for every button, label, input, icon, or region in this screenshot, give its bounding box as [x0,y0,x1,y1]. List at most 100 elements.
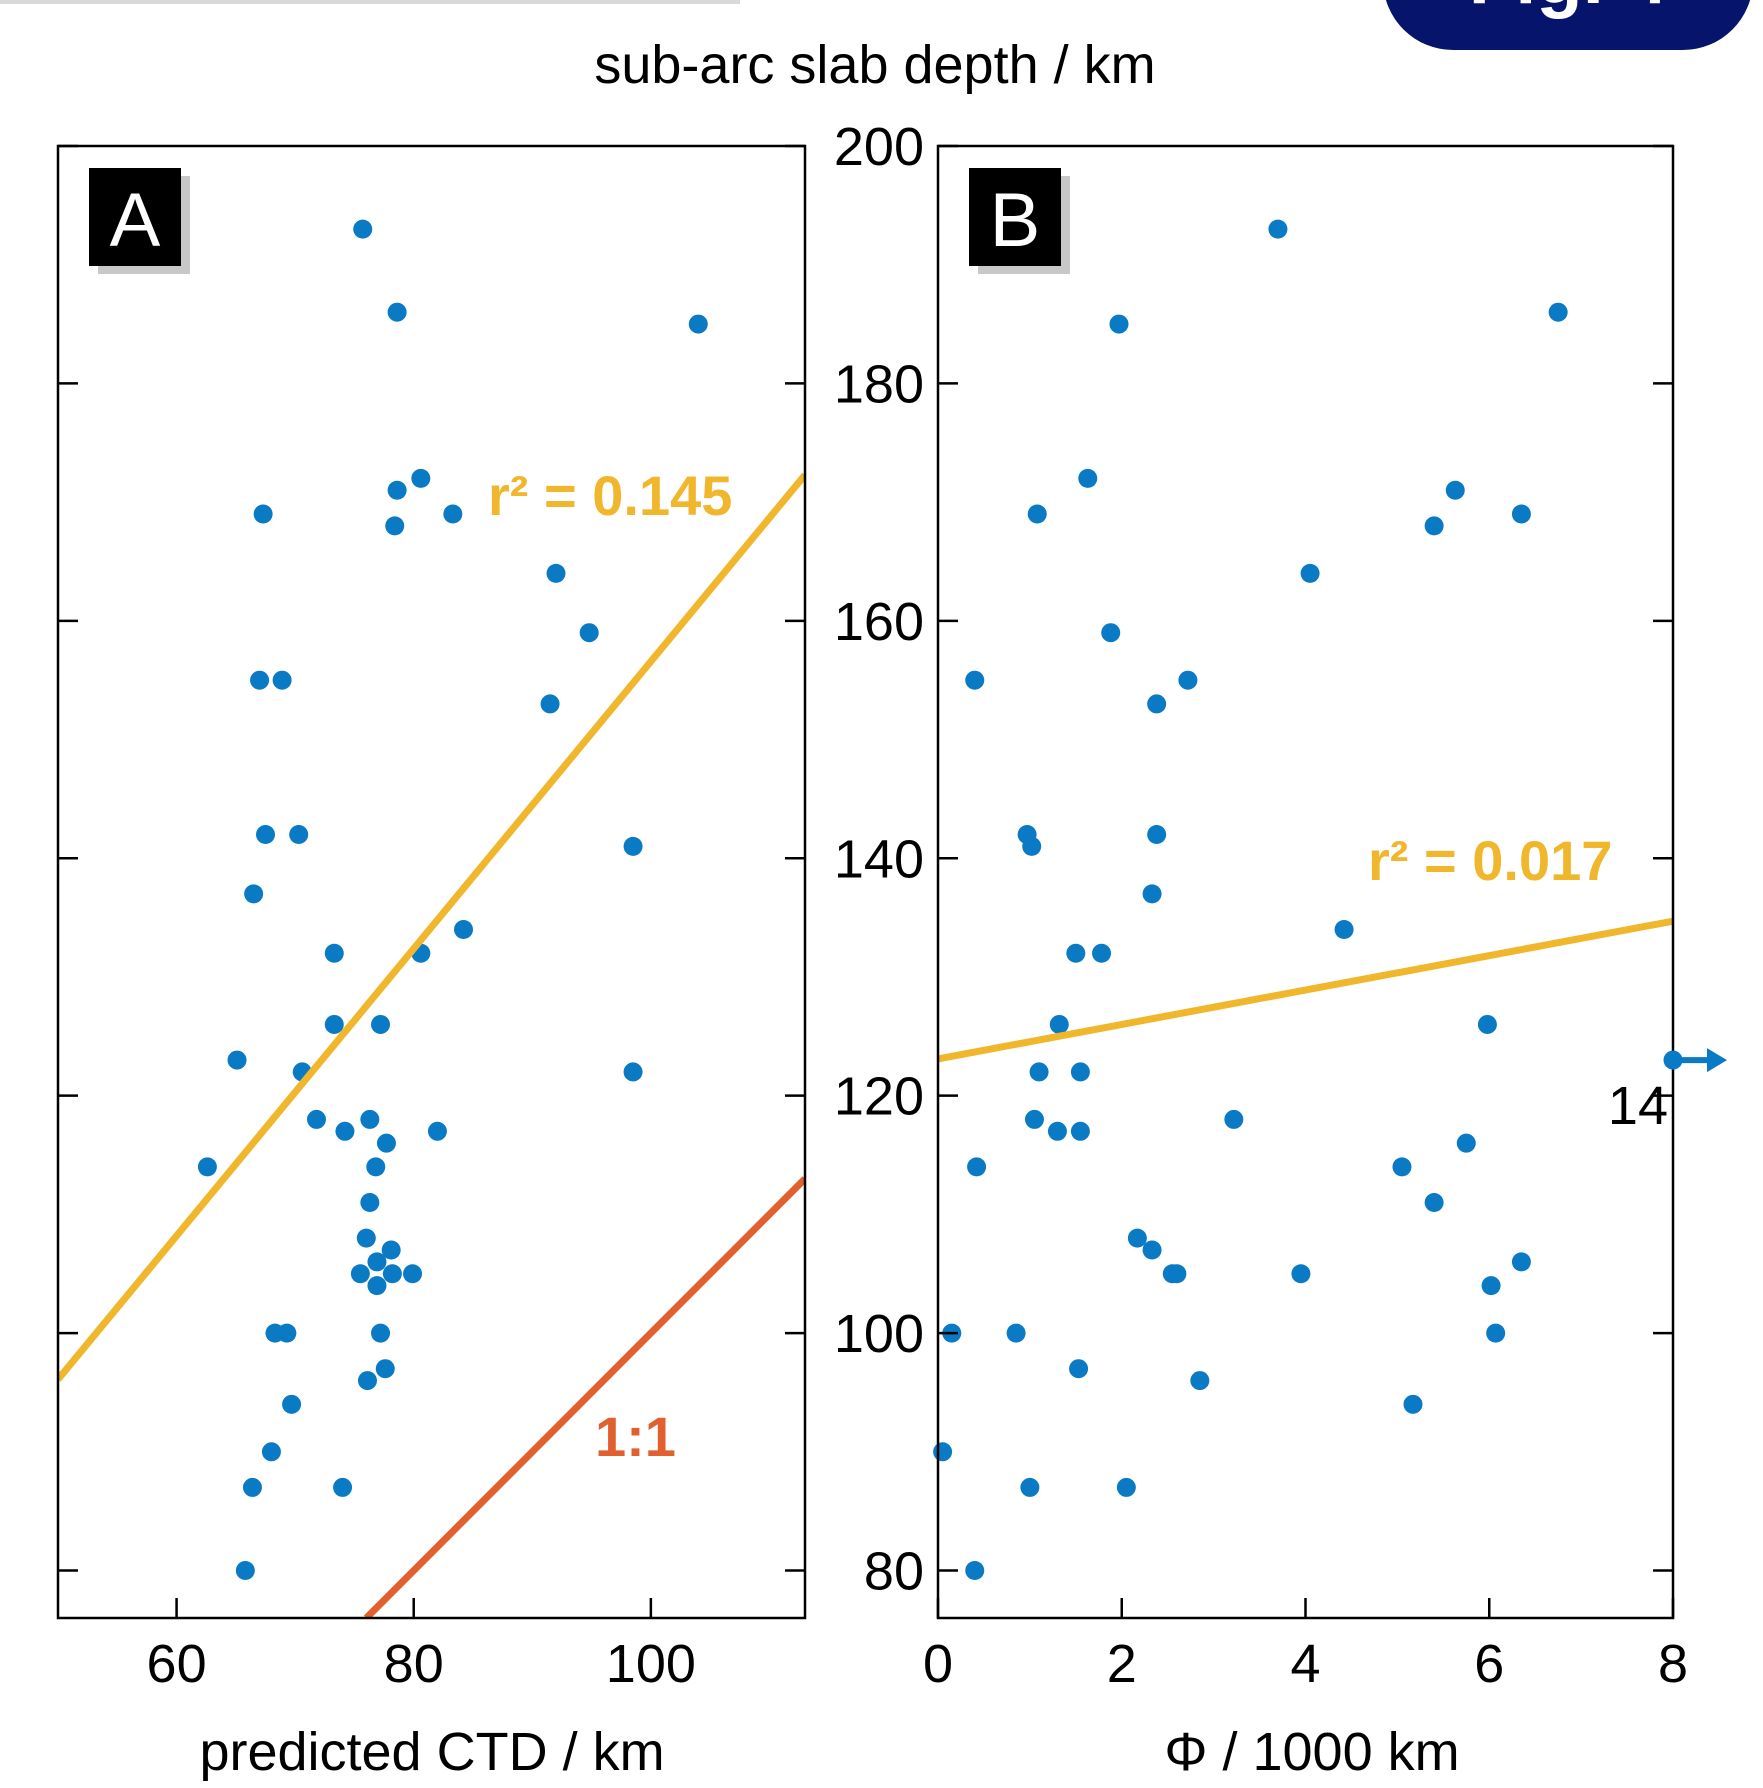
panel-a-x-tick-100: 100 [606,1634,696,1694]
shared-axis-title: sub-arc slab depth / km [594,35,1155,95]
panel-a-fit-line [58,472,805,1382]
panel-b-point-8 [1300,563,1320,583]
panel-a-point-47 [242,1477,262,1497]
panel-a-point-44 [375,1359,395,1379]
panel-b-point-23 [1070,1062,1090,1082]
panel-b-point-26 [1047,1121,1067,1141]
figure-badge: Fig. 4 [1383,0,1753,50]
panel-b-x-tick-8: 8 [1658,1634,1688,1694]
panel-a-point-37 [382,1264,402,1284]
panel-a-point-8 [546,563,566,583]
panel-a-points [197,219,708,1581]
panel-b-point-29 [967,1157,987,1177]
panel-b-point-22 [1029,1062,1049,1082]
panel-b-lines [938,917,1673,1063]
panel-b-x-tick-4: 4 [1290,1634,1320,1694]
panel-b-point-3 [1078,468,1098,488]
panel-a-one-to-one-line [363,1176,805,1618]
panel-a-fit-label: r² = 0.145 [488,464,732,527]
panel-b-point-24 [1024,1109,1044,1129]
panel-a-point-2 [688,314,708,334]
panel-a-point-49 [235,1561,255,1581]
panel-b-point-6 [1511,504,1531,524]
panel-a-lines [58,472,805,1618]
panel-a-one-to-one-label: 1:1 [595,1405,676,1468]
panel-b-point-0 [1268,219,1288,239]
panel-a-point-10 [250,670,270,690]
panel-a-point-39 [367,1276,387,1296]
panel-b-point-43 [1190,1371,1210,1391]
panel-b-point-31 [1424,1193,1444,1213]
panel-b-fit-line [938,917,1673,1063]
panel-b-point-33 [1142,1240,1162,1260]
panel-a-point-26 [360,1109,380,1129]
panel-a-point-20 [324,1014,344,1034]
panel-a-point-5 [253,504,273,524]
panel-b-point-41 [1486,1323,1506,1343]
panel-a-letter: A [110,178,161,263]
panel-b-point-12 [1147,694,1167,714]
panel-a-point-4 [411,468,431,488]
panel-b-point-48 [965,1561,985,1581]
y-tick-200: 200 [834,117,924,177]
panel-a: 60 80 100 A r² = 0.145 1:1 predicted CTD /… [56,144,807,1782]
panel-b-point-40 [1006,1323,1026,1343]
panel-b-point-10 [965,670,985,690]
panel-a-point-6 [443,504,463,524]
panel-b-point-9 [1101,623,1121,643]
panel-b-point-17 [1334,919,1354,939]
panel-a-point-11 [272,670,292,690]
panel-b-point-18 [1066,943,1086,963]
y-tick-160: 160 [834,592,924,652]
panel-b-x-tick-2: 2 [1107,1634,1137,1694]
panel-b-letter: B [990,178,1041,263]
top-divider [0,0,740,4]
panel-b-point-25 [1224,1109,1244,1129]
panel-a-point-41 [277,1323,297,1343]
panel-b-x-tick-6: 6 [1474,1634,1504,1694]
panel-a-point-21 [371,1014,391,1034]
panel-a-point-43 [357,1371,377,1391]
panel-b-x-axis-label: Φ / 1000 km [1164,1722,1459,1782]
panel-a-point-24 [623,1062,643,1082]
panel-b-point-27 [1070,1121,1090,1141]
panel-b-point-2 [1109,314,1129,334]
y-tick-80: 80 [864,1542,924,1602]
panel-a-point-48 [333,1477,353,1497]
y-tick-180: 180 [834,354,924,414]
panel-b-outlier-marker [1663,1048,1727,1073]
panel-b-point-7 [1424,516,1444,536]
panel-a-point-46 [261,1442,281,1462]
panel-a-x-tick-80: 80 [384,1634,444,1694]
panel-a-point-27 [335,1121,355,1141]
panel-a-point-17 [454,919,474,939]
panel-b-point-11 [1178,670,1198,690]
panel-b-ticks: 0 2 4 6 8 80 100 120 140 160 180 200 [834,117,1688,1694]
panel-a-point-30 [197,1157,217,1177]
y-tick-100: 100 [834,1304,924,1364]
panel-b-point-47 [1116,1477,1136,1497]
panel-a-point-32 [360,1193,380,1213]
y-tick-120: 120 [834,1067,924,1127]
panel-a-frame [56,144,807,1620]
panel-b-outlier-label: 14 [1608,1076,1668,1136]
panel-a-point-12 [540,694,560,714]
panel-b-x-tick-0: 0 [923,1634,953,1694]
panel-b-point-28 [1456,1133,1476,1153]
panel-b-point-46 [1020,1477,1040,1497]
panel-b-point-32 [1127,1228,1147,1248]
y-tick-140: 140 [834,829,924,889]
panel-b-point-38 [1481,1276,1501,1296]
panel-a-point-9 [579,623,599,643]
panel-a-label-badge: A [89,168,190,274]
panel-b-point-34 [1511,1252,1531,1272]
panel-a-point-1 [387,302,407,322]
panel-a-point-15 [623,836,643,856]
panel-a-point-28 [427,1121,447,1141]
panel-a-point-3 [387,480,407,500]
panel-b-point-21 [1477,1014,1497,1034]
panel-a-point-34 [381,1240,401,1260]
panel-b-points [933,219,1568,1581]
